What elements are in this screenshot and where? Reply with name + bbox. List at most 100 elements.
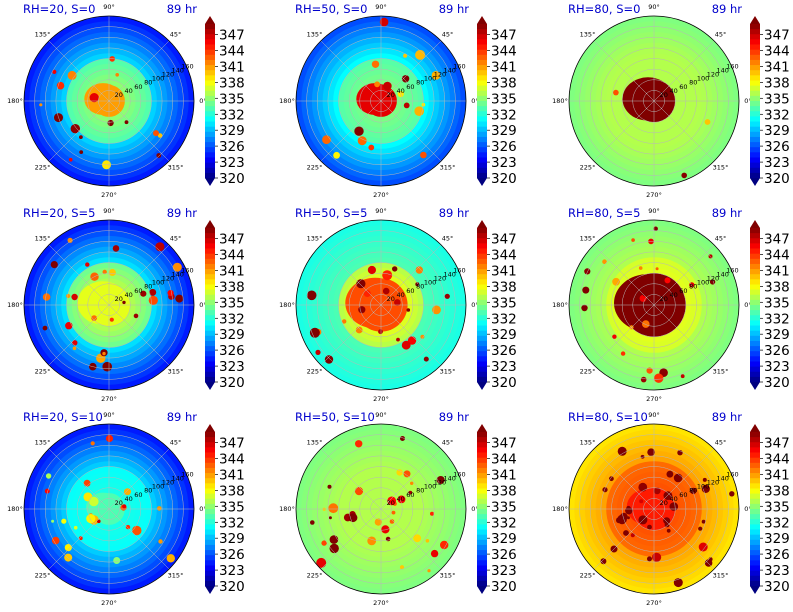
colorbar-segment — [477, 274, 487, 280]
radial-tick-label: 60 — [406, 491, 414, 499]
colorbar-segment — [205, 65, 215, 71]
convective-cell — [698, 526, 703, 531]
convective-cell — [112, 245, 120, 252]
angle-tick-label: 90° — [103, 3, 115, 11]
convective-cell — [653, 226, 658, 231]
colorbar-segment — [750, 575, 760, 582]
angle-tick-label: 315° — [168, 164, 184, 172]
convective-cell — [358, 306, 366, 314]
colorbar-segment — [477, 59, 487, 66]
colorbar-segment — [750, 131, 760, 138]
convective-cell — [415, 266, 423, 274]
colorbar-tick-label: 329 — [491, 327, 517, 343]
angle-tick-label: 225° — [580, 368, 596, 376]
colorbar-extend-max — [477, 220, 487, 228]
core-blob — [626, 488, 670, 526]
colorbar-tick-label: 344 — [491, 44, 517, 60]
radial-tick-label: 100 — [152, 483, 164, 491]
colorbar-segment — [477, 335, 487, 342]
colorbar-extend-max — [750, 16, 760, 24]
colorbar-segment — [750, 39, 760, 45]
angular-gridline — [593, 100, 655, 162]
radial-tick-label: 120 — [707, 275, 719, 283]
colorbar-segment — [477, 126, 487, 133]
radial-tick-label: 40 — [669, 495, 677, 503]
convective-cell — [115, 73, 119, 77]
colorbar-tick-label: 323 — [764, 155, 790, 171]
convective-cell — [642, 320, 650, 328]
convective-cell — [91, 315, 97, 321]
colorbar-tick-label: 335 — [219, 499, 245, 515]
angle-tick-label: 315° — [713, 572, 729, 580]
convective-cell — [646, 367, 653, 374]
colorbar-tick-label: 347 — [491, 28, 517, 44]
convective-cell — [689, 282, 695, 288]
colorbar-segment — [205, 529, 215, 536]
colorbar-tick-label: 323 — [764, 563, 790, 579]
colorbar-segment — [205, 248, 215, 255]
colorbar-tick-label: 323 — [491, 359, 517, 375]
angle-tick-label: 90° — [375, 3, 387, 11]
colorbar-extend-min — [750, 586, 760, 594]
angular-gridline — [48, 508, 110, 570]
angle-tick-label: 180° — [7, 97, 23, 105]
angle-tick-label: 315° — [713, 164, 729, 172]
convective-cell — [328, 503, 339, 514]
colorbar-segment — [205, 111, 215, 117]
convective-cell — [403, 470, 411, 478]
colorbar-segment — [477, 529, 487, 536]
colorbar-segment — [750, 335, 760, 342]
colorbar-tick-label: 326 — [219, 139, 245, 155]
angular-gridline — [320, 508, 382, 570]
colorbar-segment — [205, 243, 215, 249]
colorbar-tick-label: 338 — [491, 279, 517, 295]
colorbar-segment — [750, 305, 760, 311]
colorbar-segment — [477, 493, 487, 500]
angular-gridline — [320, 100, 382, 162]
colorbar-segment — [205, 539, 215, 546]
colorbar-extend-min — [205, 382, 215, 390]
convective-cell — [666, 470, 674, 478]
angle-tick-label: 90° — [648, 411, 660, 419]
radial-tick-label: 160 — [726, 267, 738, 275]
colorbar-segment — [750, 243, 760, 249]
colorbar-segment — [477, 258, 487, 265]
angular-gridline — [48, 304, 110, 366]
colorbar-segment — [205, 555, 215, 561]
colorbar-segment — [477, 228, 487, 234]
colorbar-tick-label: 335 — [491, 295, 517, 311]
panel-title: RH=50, S=5 — [295, 206, 367, 220]
colorbar-segment — [205, 279, 215, 285]
angle-tick-label: 270° — [373, 395, 389, 403]
convective-cell — [638, 266, 643, 270]
convective-cell — [371, 60, 380, 68]
angular-gridline — [320, 244, 382, 306]
colorbar-segment — [205, 437, 215, 443]
angle-tick-label: 180° — [279, 97, 295, 105]
colorbar-tick-label: 332 — [219, 107, 245, 123]
convective-cell — [397, 90, 404, 98]
angle-tick-label: 0° — [744, 97, 751, 105]
convective-cell — [381, 525, 390, 534]
angular-gridline — [653, 448, 715, 510]
convective-cell — [379, 17, 389, 27]
convective-cell — [102, 361, 112, 372]
angle-tick-label: 135° — [580, 235, 596, 243]
colorbar-segment — [205, 498, 215, 505]
radial-tick-label: 80 — [416, 487, 424, 495]
colorbar-segment — [205, 315, 215, 321]
colorbar-segment — [477, 346, 487, 352]
colorbar-segment — [205, 131, 215, 138]
colorbar-segment — [205, 346, 215, 352]
core-blob — [358, 492, 392, 522]
colorbar-segment — [750, 442, 760, 448]
colorbar-segment — [205, 361, 215, 367]
colorbar-segment — [477, 483, 487, 489]
colorbar-segment — [750, 544, 760, 551]
colorbar-segment — [205, 121, 215, 128]
radial-tick-label: 160 — [726, 471, 738, 479]
colorbar-segment — [477, 44, 487, 51]
colorbar-segment — [205, 233, 215, 239]
